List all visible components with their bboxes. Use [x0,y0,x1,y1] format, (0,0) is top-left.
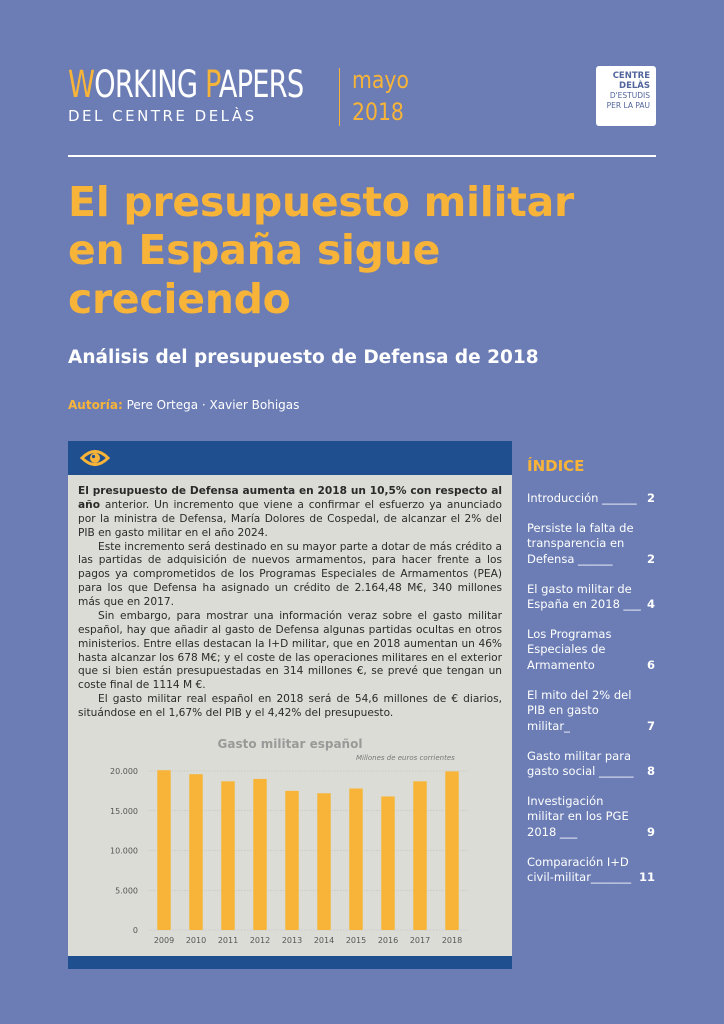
chart-unit-note: Millones de euros corrientes [356,754,455,762]
index-item-page: 2 [646,491,655,505]
summary-text: El presupuesto de Defensa aumenta en 201… [78,485,502,721]
x-tick-label: 2011 [218,936,238,945]
index-item[interactable]: Persiste la falta de transparencia en De… [527,521,655,568]
bar-2018 [445,771,459,930]
authors-line: Autoría: Pere Ortega · Xavier Bohigas [68,398,299,412]
index-item-label: Persiste la falta de transparencia en De… [527,520,634,566]
index-title: ÍNDICE [527,457,585,475]
x-tick-label: 2012 [250,936,270,945]
summary-paragraph: Sin embargo, para mostrar una informació… [78,609,502,692]
index-item-label: Gasto militar para gasto social ______ [527,748,634,779]
page-subtitle: Análisis del presupuesto de Defensa de 2… [68,347,539,368]
index-item-label: Comparación I+D civil-militar_______ [527,854,632,885]
y-tick-label: 5.000 [115,886,138,895]
bar-2012 [253,778,267,930]
bar-2014 [317,793,331,930]
publication-date: mayo 2018 [352,66,409,127]
summary-paragraph: Este incremento será destinado en su may… [78,540,502,609]
index-item-page: 2 [646,551,655,566]
index-item-page: 7 [646,718,655,733]
x-tick-label: 2016 [378,936,398,945]
table-of-contents: Introducción ______ 2 Persiste la falta de… [527,491,655,886]
eye-icon [80,450,110,466]
bar-2013 [285,790,299,930]
y-tick-label: 0 [133,926,138,935]
summary-paragraph: El gasto militar real español en 2018 se… [78,693,502,719]
index-item[interactable]: Los Programas Especiales de Armamento 6 [527,627,655,674]
x-tick-label: 2018 [442,936,462,945]
index-item-label: Los Programas Especiales de Armamento [527,626,612,672]
authors-names: Pere Ortega · Xavier Bohigas [126,398,300,412]
index-item-label: El mito del 2% del PIB en gasto militar_ [527,687,632,733]
centre-delas-logo: CENTRE DELÀS D'ESTUDIS PER LA PAU [596,66,656,126]
index-item-label: Introducción ______ [527,491,637,505]
series-title: WORKING PAPERS [68,63,304,106]
summary-header-band [68,441,512,475]
bar-2010 [189,774,203,930]
summary-footer-band [68,956,512,969]
x-tick-label: 2014 [314,936,334,945]
x-tick-label: 2010 [186,936,206,945]
index-item[interactable]: El mito del 2% del PIB en gasto militar_… [527,688,655,735]
chart-title: Gasto militar español [217,737,363,751]
military-spending-chart: 0 5.000 10.000 15.000 20.000 2009 2010 2011 2012… [110,767,468,945]
index-item[interactable]: Comparación I+D civil-militar_______ 11 [527,855,655,886]
authors-label: Autoría: [68,398,123,412]
x-tick-label: 2015 [346,936,366,945]
summary-paragraph: El presupuesto de Defensa aumenta en 201… [78,485,502,539]
bar-2016 [381,796,395,930]
x-tick-label: 2017 [410,936,430,945]
index-item-page: 11 [638,870,655,885]
index-item-label: Investigación militar en los PGE 2018 __… [527,793,629,839]
bar-2011 [221,781,235,930]
index-item[interactable]: Investigación militar en los PGE 2018 __… [527,794,655,841]
index-item[interactable]: Gasto militar para gasto social ______ 8 [527,749,655,780]
index-item[interactable]: El gasto militar de España en 2018 ___ 4 [527,582,655,613]
x-tick-label: 2013 [282,936,302,945]
y-tick-label: 20.000 [110,767,138,776]
index-item-page: 9 [646,825,655,839]
index-item[interactable]: Introducción ______ 2 [527,491,655,507]
bar-2015 [349,788,363,930]
summary-box: El presupuesto de Defensa aumenta en 201… [68,441,512,969]
index-item-label: El gasto militar de España en 2018 ___ [527,581,641,612]
y-tick-label: 15.000 [110,807,138,816]
index-item-page: 8 [646,764,655,779]
y-tick-label: 10.000 [110,847,138,856]
summary-lead: El presupuesto de Defensa aumenta en 201… [78,485,502,511]
bar-2009 [157,770,171,930]
bar-2017 [413,781,427,930]
working-papers-logo: WORKING PAPERS DEL CENTRE DELÀS [68,66,355,125]
index-item-page: 4 [646,597,655,612]
header-divider [339,68,340,126]
header-rule [68,155,656,157]
x-tick-label: 2009 [154,936,174,945]
series-subtitle: DEL CENTRE DELÀS [68,107,257,125]
page-title: El presupuesto militar en España sigue c… [68,178,574,323]
index-item-page: 6 [646,658,655,672]
